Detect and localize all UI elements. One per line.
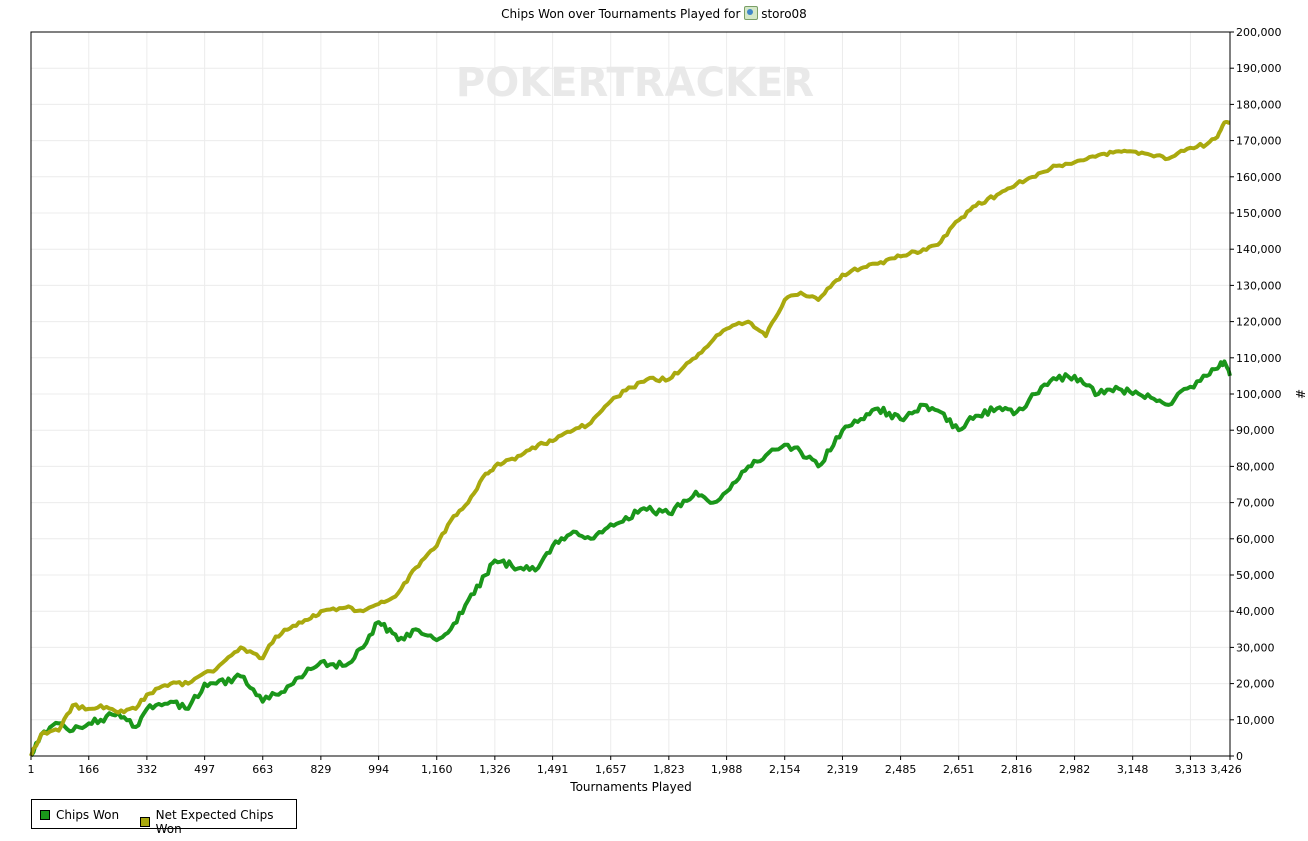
- y-tick-label: 70,000: [1236, 497, 1275, 510]
- x-tick-label: 2,816: [1001, 763, 1033, 776]
- y-tick-label: 140,000: [1236, 243, 1282, 256]
- x-tick-label: 663: [252, 763, 273, 776]
- x-tick-label: 1,491: [537, 763, 569, 776]
- x-tick-label: 2,982: [1059, 763, 1091, 776]
- legend-item-chips-won: Chips Won: [40, 808, 119, 822]
- x-tick-label: 3,148: [1117, 763, 1149, 776]
- x-tick-label: 1,326: [479, 763, 511, 776]
- x-tick-label: 2,154: [769, 763, 801, 776]
- y-tick-label: 0: [1236, 750, 1243, 763]
- chart-title: Chips Won over Tournaments Played for st…: [0, 6, 1308, 21]
- legend-swatch-net-expected: [140, 817, 150, 827]
- y-tick-label: 30,000: [1236, 641, 1275, 654]
- chart-title-prefix: Chips Won over Tournaments Played for: [501, 7, 741, 21]
- grid: [30, 31, 1231, 757]
- y-tick-label: 180,000: [1236, 98, 1282, 111]
- x-tick-label: 1,988: [711, 763, 743, 776]
- y-tick-label: 170,000: [1236, 135, 1282, 148]
- x-axis-label: Tournaments Played: [569, 780, 691, 794]
- watermark: POKERTRACKER: [456, 60, 814, 106]
- player-icon: [744, 6, 759, 20]
- x-tick-label: 2,485: [885, 763, 917, 776]
- x-tick-label: 1: [28, 763, 35, 776]
- x-axis: 1 166 332 497 663 829 994 1,160 1,326 1,491 1,657 1…: [28, 756, 1242, 776]
- y-tick-label: 50,000: [1236, 569, 1275, 582]
- y-tick-label: 200,000: [1236, 26, 1282, 39]
- y-tick-label: 130,000: [1236, 279, 1282, 292]
- x-tick-label: 332: [136, 763, 157, 776]
- legend: Chips Won Net Expected Chips Won: [31, 799, 297, 836]
- y-tick-label: 90,000: [1236, 424, 1275, 437]
- y-tick-label: 40,000: [1236, 605, 1275, 618]
- x-tick-label: 3,426: [1210, 763, 1242, 776]
- y-axis-label: #: [1293, 389, 1307, 399]
- y-tick-label: 60,000: [1236, 533, 1275, 546]
- legend-label-net-expected: Net Expected Chips Won: [155, 808, 274, 836]
- y-tick-label: 10,000: [1236, 714, 1275, 727]
- x-tick-label: 829: [310, 763, 331, 776]
- y-tick-label: 160,000: [1236, 171, 1282, 184]
- y-tick-label: 120,000: [1236, 316, 1282, 329]
- x-tick-label: 3,313: [1175, 763, 1207, 776]
- y-tick-label: 80,000: [1236, 460, 1275, 473]
- x-tick-label: 1,160: [421, 763, 453, 776]
- series-line-chips-won: [29, 359, 1232, 758]
- y-tick-label: 110,000: [1236, 352, 1282, 365]
- x-tick-label: 497: [194, 763, 215, 776]
- y-tick-label: 190,000: [1236, 62, 1282, 75]
- x-tick-label: 1,657: [595, 763, 627, 776]
- player-name: storo08: [761, 7, 807, 21]
- x-tick-label: 994: [368, 763, 389, 776]
- x-tick-label: 1,823: [653, 763, 685, 776]
- y-tick-label: 20,000: [1236, 678, 1275, 691]
- x-tick-label: 2,651: [943, 763, 975, 776]
- legend-item-net-expected: Net Expected Chips Won: [140, 808, 296, 836]
- x-tick-label: 166: [78, 763, 99, 776]
- legend-swatch-chips-won: [40, 810, 50, 820]
- series-layer: [29, 120, 1232, 758]
- y-tick-label: 100,000: [1236, 388, 1282, 401]
- x-tick-label: 2,319: [827, 763, 859, 776]
- series-line-net-expected-chips-won: [29, 120, 1231, 757]
- legend-label-chips-won: Chips Won: [56, 808, 120, 822]
- y-tick-label: 150,000: [1236, 207, 1282, 220]
- y-axis: 0 10,000 20,000 30,000 40,000 50,000 60,000 70,…: [1230, 26, 1282, 763]
